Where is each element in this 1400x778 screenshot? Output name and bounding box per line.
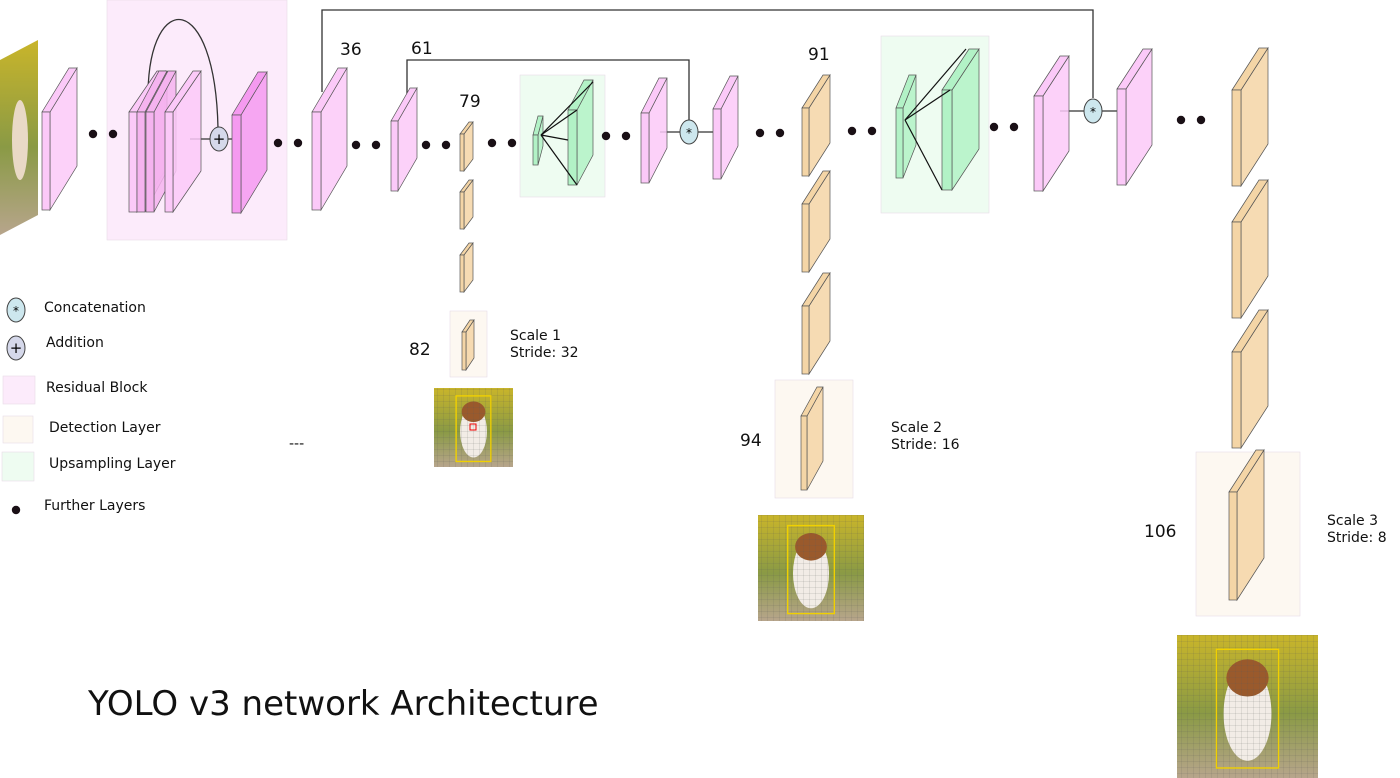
further-layers-dot — [621, 131, 631, 141]
layer-91-label: 91 — [808, 45, 830, 65]
skip-connection-36 — [321, 9, 1094, 98]
conv-layer — [41, 66, 78, 212]
further-layers-dot — [108, 129, 118, 139]
further-layers-dot — [1176, 115, 1186, 125]
layer-61 — [390, 86, 418, 193]
further-layers-dot — [371, 140, 381, 150]
further-layers-dot — [421, 140, 431, 150]
ellipsis: --- — [289, 436, 305, 452]
layer-82-label: 82 — [409, 340, 431, 360]
legend-detection-swatch — [2, 415, 34, 444]
scale-1-label: Scale 1 Stride: 32 — [510, 328, 579, 361]
further-layers-dot — [1009, 122, 1019, 132]
legend-addition-icon: + — [6, 335, 26, 361]
further-layers-dot — [293, 138, 303, 148]
detection-conv-layer — [1231, 178, 1269, 320]
further-layers-dot — [273, 138, 283, 148]
further-layers-dot — [507, 138, 517, 148]
scale-3-output-image — [1177, 635, 1318, 778]
further-layers-dot — [441, 140, 451, 150]
layer-94-label: 94 — [740, 431, 762, 451]
concatenation-operator: * — [1083, 98, 1103, 124]
svg-text:*: * — [1090, 105, 1096, 119]
legend-concatenation: Concatenation — [44, 300, 146, 316]
svg-text:+: + — [213, 130, 226, 148]
upsampling-lines — [540, 48, 967, 191]
detection-conv-layer — [801, 271, 831, 376]
upsampling-input — [895, 74, 917, 179]
layer-91-input — [712, 75, 739, 180]
legend-upsampling-layer: Upsampling Layer — [49, 456, 176, 472]
addition-operator: + — [209, 126, 229, 152]
detection-conv-layer — [459, 178, 474, 231]
further-layers-dot — [847, 126, 857, 136]
concatenation-operator: * — [679, 119, 699, 145]
scale-2-output-image — [758, 515, 864, 621]
detection-conv-layer — [459, 241, 474, 294]
further-layers-dot — [1196, 115, 1206, 125]
legend-addition: Addition — [46, 335, 104, 351]
input-image — [0, 40, 38, 235]
upsampling-output — [941, 47, 980, 192]
layer-36 — [311, 66, 348, 212]
conv-layer — [640, 77, 668, 184]
layer-36-label: 36 — [340, 40, 362, 60]
upsampling-input — [532, 115, 544, 166]
layer-79-label: 79 — [459, 92, 481, 112]
further-layers-dot — [755, 128, 765, 138]
legend-residual-block: Residual Block — [46, 380, 148, 396]
detection-conv-layer — [1231, 308, 1269, 450]
residual-output-layer — [231, 70, 268, 215]
residual-arc — [147, 18, 219, 129]
layer-61-label: 61 — [411, 39, 433, 59]
svg-text:*: * — [686, 126, 692, 140]
layer-106-label: 106 — [1144, 522, 1177, 542]
diagram-title: YOLO v3 network Architecture — [88, 684, 599, 724]
further-layers-dot — [487, 138, 497, 148]
further-layers-dot — [351, 140, 361, 150]
detection-conv-layer — [801, 169, 831, 274]
legend-upsampling-swatch — [1, 451, 35, 482]
svg-text:+: + — [10, 339, 23, 357]
further-layers-dot — [88, 129, 98, 139]
skip-connection-61 — [406, 59, 690, 120]
further-layers-dot — [775, 128, 785, 138]
residual-conv-layer — [164, 69, 202, 214]
conv-layer — [1033, 54, 1070, 193]
further-layers-dot — [989, 122, 999, 132]
svg-text:*: * — [13, 304, 19, 318]
layer-106-detection — [1228, 448, 1265, 602]
detection-conv-layer — [1231, 46, 1269, 188]
legend-residual-swatch — [2, 375, 36, 405]
scale-1-cell-highlight — [469, 423, 477, 431]
further-layers-dot — [601, 131, 611, 141]
legend-further-layers: Further Layers — [44, 498, 146, 514]
detection-conv-layer — [801, 73, 831, 178]
scale-3-label: Scale 3 Stride: 8 — [1327, 513, 1387, 546]
scale-1-output-image — [434, 388, 513, 467]
scale-2-label: Scale 2 Stride: 16 — [891, 420, 960, 453]
detection-conv-layer — [459, 120, 474, 173]
conv-layer — [1116, 47, 1153, 187]
legend-detection-layer: Detection Layer — [49, 420, 161, 436]
legend-concatenation-icon: * — [6, 297, 26, 323]
further-layers-dot — [867, 126, 877, 136]
layer-82-detection — [461, 318, 475, 372]
legend-further-layers-dot — [11, 505, 21, 515]
layer-94-detection — [800, 386, 824, 491]
